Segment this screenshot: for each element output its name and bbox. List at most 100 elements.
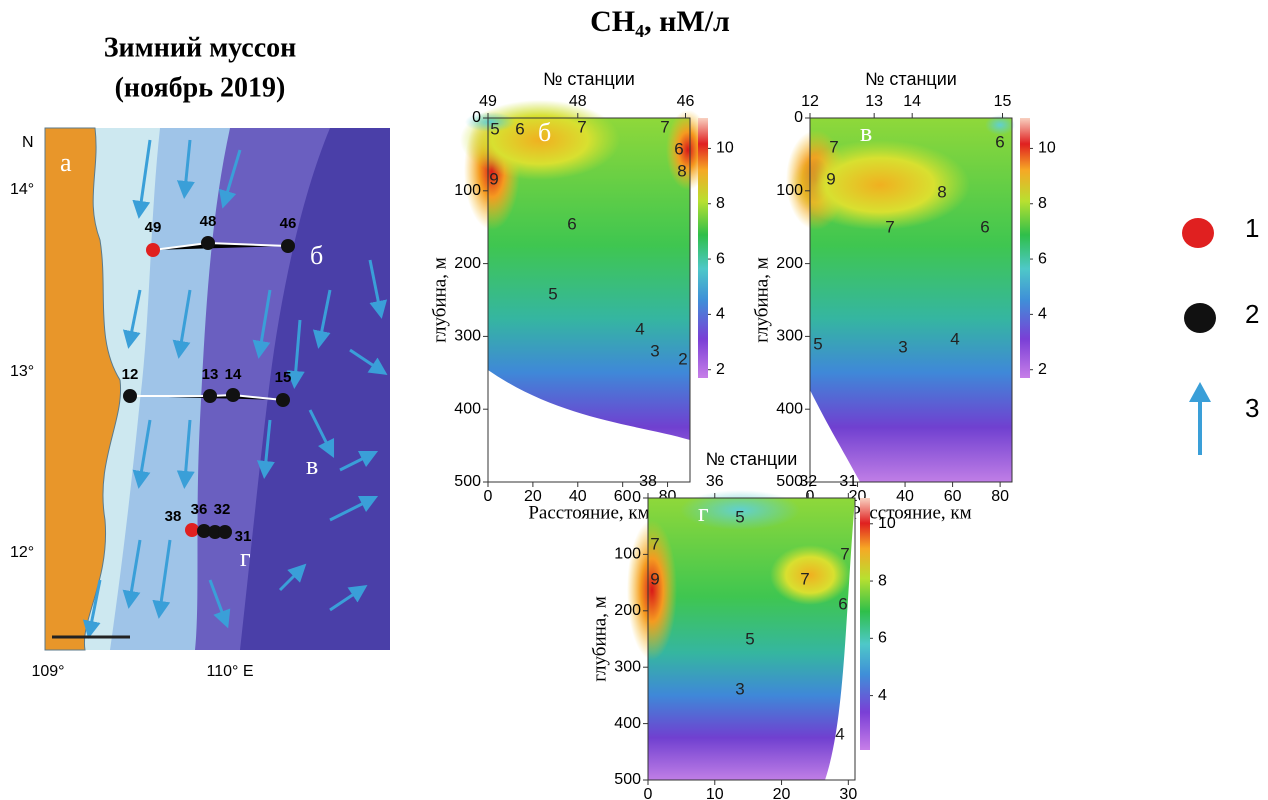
colorbar-label: 4 (878, 687, 887, 704)
x-tick-label: 30 (839, 786, 857, 800)
legend: 1 2 3 (1182, 213, 1259, 455)
top-axis-title: № станции (706, 449, 798, 469)
top-tick-label: 12 (801, 93, 819, 110)
station-dot (281, 239, 295, 253)
station-label: 14 (225, 366, 242, 383)
colorbar-label: 6 (1038, 250, 1047, 267)
station-dot (203, 389, 217, 403)
colorbar-label: 10 (1038, 140, 1056, 157)
colorbar-label: 6 (716, 250, 725, 267)
map-title: Зимний муссон (104, 32, 297, 63)
station-label: 36 (191, 501, 208, 518)
station-dot (146, 243, 160, 257)
legend-label: 1 (1245, 213, 1259, 243)
top-tick-label: 15 (994, 93, 1012, 110)
lat-label: 14° (10, 181, 34, 198)
station-dot (201, 236, 215, 250)
contour-label: 6 (995, 132, 1004, 151)
contour-label: 3 (735, 679, 744, 698)
top-tick-label: 14 (903, 93, 921, 110)
contour-label: 5 (813, 334, 822, 353)
top-tick-label: 31 (839, 473, 857, 490)
station-label: 12 (122, 366, 139, 383)
y-tick-label: 0 (632, 489, 641, 506)
contour-label: 7 (840, 544, 849, 563)
north-label: N (22, 134, 34, 151)
contour-label: 6 (567, 214, 576, 233)
x-tick-label: 10 (706, 786, 724, 800)
y-tick-label: 300 (614, 658, 641, 675)
station-label: 48 (200, 213, 217, 230)
top-tick-label: 36 (706, 473, 724, 490)
figure: CH₄, нМ/л Зимний муссон (ноябрь 2019) а … (0, 0, 1268, 800)
colorbar-label: 2 (716, 361, 725, 378)
x-tick-label: 80 (991, 488, 1009, 505)
colorbar (1020, 118, 1030, 378)
contour-label: 7 (800, 569, 809, 588)
station-dot (123, 389, 137, 403)
y-axis-title: глубина, м (751, 257, 772, 343)
contour-label: 9 (489, 169, 498, 188)
contour-label: 5 (735, 507, 744, 526)
y-tick-label: 200 (614, 602, 641, 619)
station-label: 46 (280, 215, 297, 232)
station-label: 15 (275, 369, 292, 386)
colorbar-label: 4 (716, 306, 725, 323)
map: Зимний муссон (ноябрь 2019) а N 14° 13° … (10, 32, 390, 680)
colorbar-label: 8 (878, 572, 887, 589)
contour-label: 5 (548, 284, 557, 303)
y-tick-label: 200 (776, 255, 803, 272)
contour-label: 7 (577, 117, 586, 136)
y-tick-label: 200 (454, 255, 481, 272)
station-dot (276, 393, 290, 407)
colorbar-label: 4 (1038, 306, 1047, 323)
contour-label: 4 (635, 319, 644, 338)
contour-label: 9 (826, 169, 835, 188)
contour-label: 6 (980, 217, 989, 236)
contour-label: 5 (490, 119, 499, 138)
lon-label: 110° E (206, 663, 253, 680)
top-tick-label: 32 (799, 473, 817, 490)
x-tick-label: 20 (773, 786, 791, 800)
figure-title: CH₄, нМ/л (590, 5, 730, 38)
y-tick-label: 100 (776, 182, 803, 199)
top-tick-label: 38 (639, 473, 657, 490)
section-label: б (310, 241, 323, 270)
contour-label: 7 (829, 137, 838, 156)
contour-label: 6 (674, 139, 683, 158)
y-tick-label: 100 (614, 546, 641, 563)
y-tick-label: 300 (454, 328, 481, 345)
contour-label: 8 (677, 161, 686, 180)
legend-red-dot (1182, 218, 1214, 248)
contour-label: 5 (745, 629, 754, 648)
top-axis-title: № станции (865, 69, 957, 89)
y-axis-title: глубина, м (429, 257, 450, 343)
top-tick-label: 13 (865, 93, 883, 110)
map-title: (ноябрь 2019) (115, 72, 286, 103)
contour-label: 4 (835, 724, 844, 743)
y-axis-title: глубина, м (589, 596, 610, 682)
contour-label: 7 (650, 534, 659, 553)
panel-label: б (538, 118, 551, 147)
contour-label: 3 (650, 341, 659, 360)
colorbar-label: 10 (878, 515, 896, 532)
colorbar-label: 8 (716, 195, 725, 212)
contour-label: 4 (950, 329, 959, 348)
legend-label: 3 (1245, 393, 1259, 423)
lon-label: 109° (31, 663, 64, 680)
lat-label: 13° (10, 363, 34, 380)
contour-label: 9 (650, 569, 659, 588)
station-dot (185, 523, 199, 537)
contour-label: 7 (885, 217, 894, 236)
contour-label: 6 (838, 594, 847, 613)
legend-label: 2 (1245, 299, 1259, 329)
x-tick-label: 0 (644, 786, 653, 800)
y-tick-label: 400 (454, 400, 481, 417)
legend-arrow-head (1189, 382, 1211, 402)
section-label: г (240, 543, 251, 572)
station-dot (218, 525, 232, 539)
section-label: в (306, 451, 318, 480)
contour-label: 6 (515, 119, 524, 138)
lat-label: 12° (10, 544, 34, 561)
